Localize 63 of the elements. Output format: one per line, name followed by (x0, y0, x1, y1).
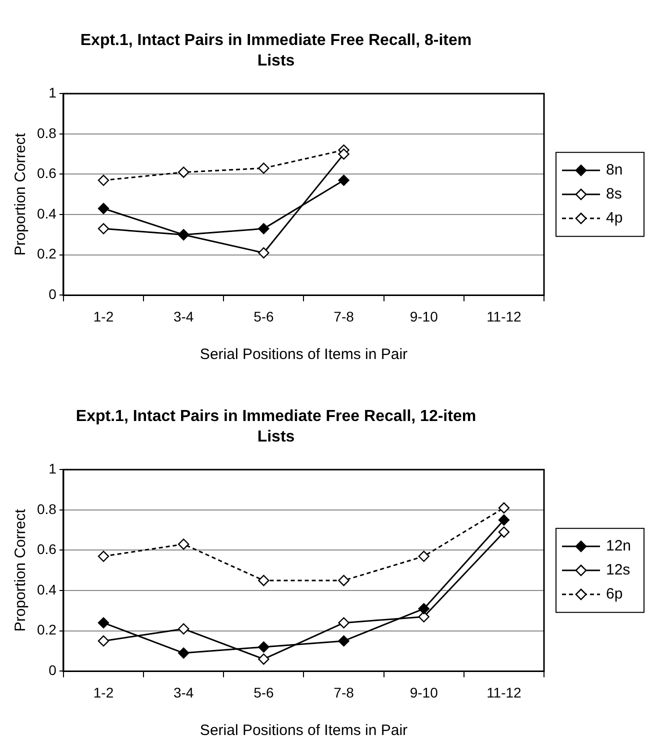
y-tick-label: 0.4 (36, 205, 57, 222)
y-tick-label: 0.2 (36, 246, 57, 262)
point (178, 623, 190, 634)
point (98, 223, 110, 234)
legend-label: 12n (606, 538, 632, 555)
y-axis-title: Proportion Correct (12, 508, 30, 632)
x-tick-label: 11-12 (486, 308, 522, 324)
x-tick-label: 11-12 (486, 684, 522, 700)
x-axis-title: Serial Positions of Items in Pair (200, 346, 408, 364)
point (178, 647, 190, 659)
point (418, 550, 430, 562)
legend-label: 12s (606, 562, 630, 579)
chart-title: Expt.1, Intact Pairs in Immediate Free Recall, 12-item Lists (76, 408, 476, 446)
legend-label: 8n (606, 162, 623, 179)
point (498, 526, 510, 538)
point (498, 514, 510, 526)
point (98, 635, 110, 647)
x-tick-label: 7-8 (334, 684, 354, 700)
point (418, 603, 430, 614)
point (338, 635, 350, 647)
point (98, 550, 110, 562)
legend-label: 4p (606, 210, 623, 227)
legend-label: 6p (606, 586, 623, 603)
legend-label: 8s (606, 186, 622, 203)
x-tick-label: 1-2 (93, 308, 114, 324)
point (98, 202, 110, 214)
x-axis-title: Serial Positions of Items in Pair (200, 722, 408, 740)
point (258, 247, 270, 258)
point (178, 538, 190, 550)
point (98, 174, 110, 186)
point (338, 574, 350, 586)
y-tick-label: 0.4 (36, 581, 57, 598)
y-tick-label: 0.8 (36, 500, 57, 517)
x-tick-label: 3-4 (173, 308, 194, 324)
y-tick-label: 0 (48, 662, 57, 678)
point (258, 162, 270, 174)
x-tick-label: 5-6 (254, 308, 274, 324)
point (498, 502, 510, 514)
y-tick-label: 0.6 (36, 165, 57, 182)
y-tick-label: 1 (48, 84, 57, 100)
y-axis-title: Proportion Correct (12, 132, 30, 256)
point (258, 223, 270, 234)
point (258, 654, 270, 665)
point (258, 574, 270, 586)
y-tick-label: 1 (48, 460, 57, 476)
x-tick-label: 9-10 (410, 684, 438, 700)
chart-title: Expt.1, Intact Pairs in Immediate Free Recall, 8-item Lists (80, 32, 472, 70)
x-tick-label: 9-10 (410, 308, 438, 324)
point (338, 617, 350, 628)
x-tick-label: 5-6 (254, 684, 274, 700)
y-tick-label: 0 (48, 286, 57, 302)
x-tick-label: 1-2 (93, 684, 114, 700)
point (178, 166, 190, 178)
point (418, 611, 430, 622)
point (258, 641, 270, 653)
x-tick-label: 7-8 (334, 308, 354, 324)
y-tick-label: 0.2 (36, 622, 57, 638)
point (338, 174, 350, 186)
y-tick-label: 0.6 (36, 541, 57, 558)
x-tick-label: 3-4 (173, 684, 194, 700)
y-tick-label: 0.8 (36, 124, 57, 141)
point (338, 148, 350, 160)
point (98, 617, 110, 628)
